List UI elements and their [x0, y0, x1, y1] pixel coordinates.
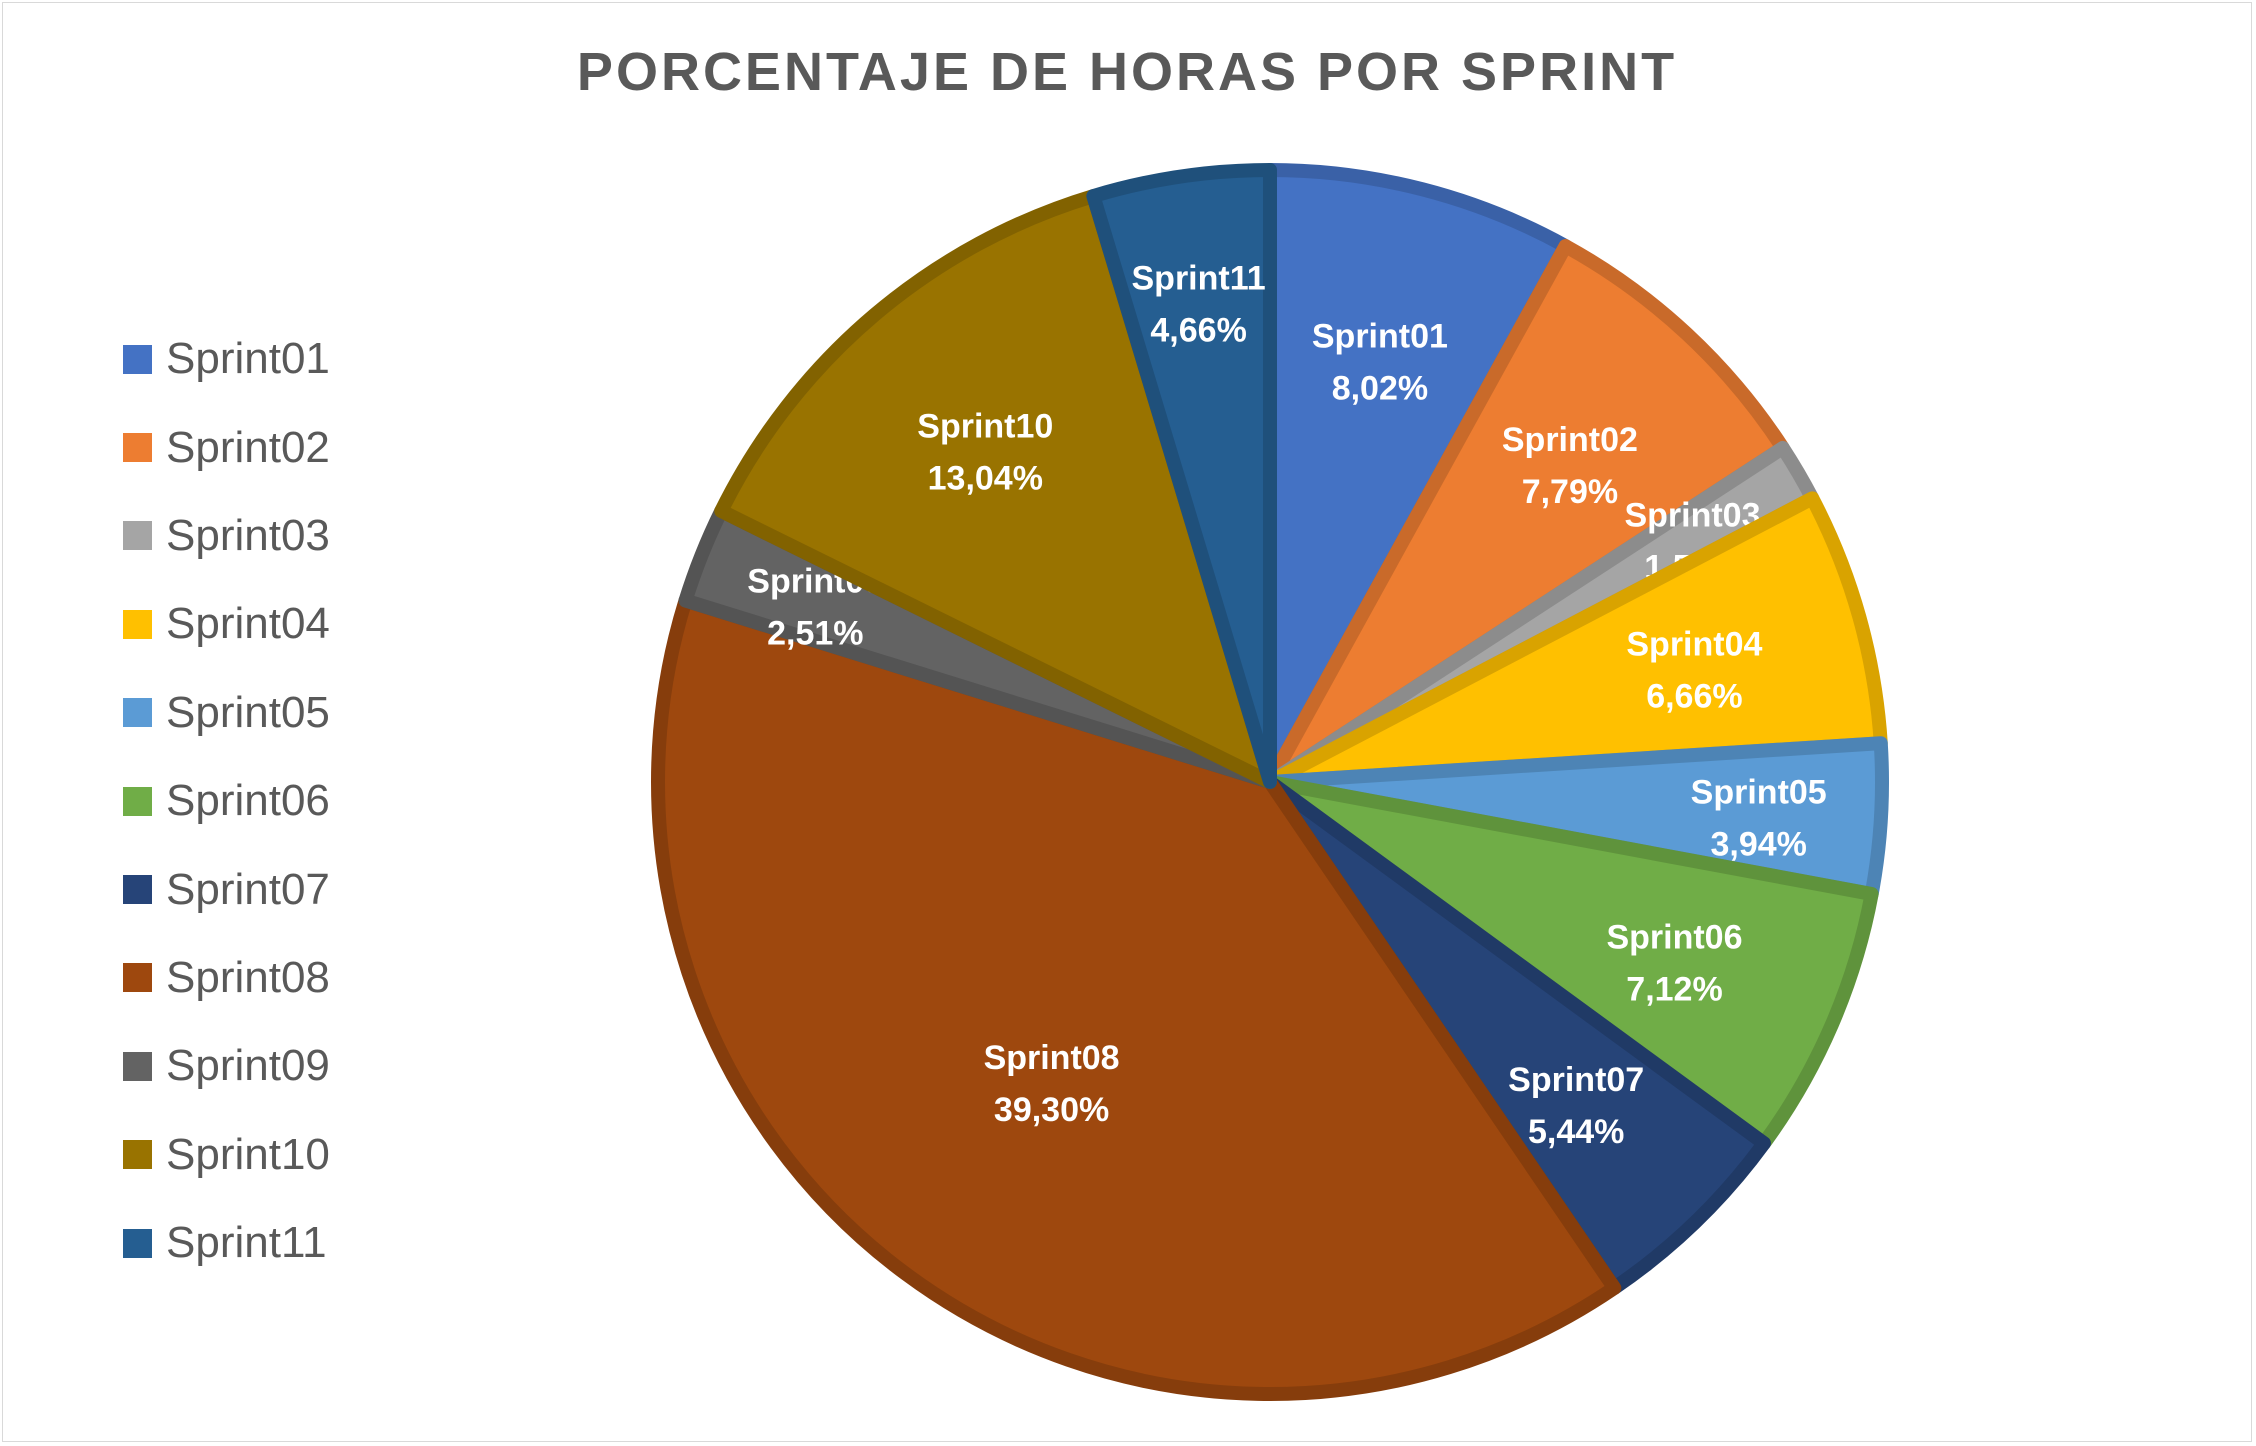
- pie-slice-sprint01: [1263, 163, 1573, 789]
- legend-swatch: [123, 1051, 152, 1081]
- legend-item-sprint11: Sprint11: [123, 1199, 330, 1287]
- legend-item-sprint06: Sprint06: [123, 757, 330, 845]
- slice-label-sprint07: Sprint07 5,44%: [1508, 1061, 1644, 1151]
- legend-swatch: [123, 963, 152, 993]
- legend-item-sprint10: Sprint10: [123, 1111, 330, 1199]
- legend-item-sprint09: Sprint09: [123, 1022, 330, 1110]
- slice-label-sprint06: Sprint06 7,12%: [1606, 919, 1742, 1009]
- slice-category-label: Sprint04: [1626, 625, 1762, 663]
- legend-swatch: [123, 609, 152, 639]
- slice-category-label: Sprint10: [917, 408, 1053, 446]
- legend-label: Sprint06: [166, 776, 330, 826]
- legend-label: Sprint04: [166, 599, 330, 649]
- slice-value-label: 7,79%: [1522, 473, 1618, 511]
- slice-category-label: Sprint05: [1691, 774, 1827, 812]
- legend-item-sprint01: Sprint01: [123, 315, 330, 403]
- slice-label-sprint11: Sprint11 4,66%: [1132, 260, 1266, 350]
- legend-swatch: [123, 698, 152, 728]
- slice-value-label: 7,12%: [1626, 971, 1722, 1009]
- legend-label: Sprint05: [166, 687, 330, 737]
- legend-item-sprint05: Sprint05: [123, 669, 330, 757]
- legend-swatch: [123, 875, 152, 905]
- slice-label-sprint05: Sprint05 3,94%: [1691, 774, 1827, 864]
- pie-slice-sprint11: [1086, 163, 1277, 789]
- slice-value-label: 4,66%: [1150, 312, 1246, 350]
- legend-item-sprint02: Sprint02: [123, 403, 330, 491]
- pie-slice-sprint04: [1263, 491, 1888, 789]
- legend-label: Sprint07: [166, 864, 330, 914]
- slice-category-label: Sprint02: [1502, 421, 1638, 459]
- legend-label: Sprint09: [166, 1041, 330, 1091]
- slice-value-label: 8,02%: [1332, 369, 1428, 407]
- legend-swatch: [123, 1140, 152, 1170]
- slice-value-label: 39,30%: [994, 1091, 1109, 1129]
- slice-label-sprint10: Sprint10 13,04%: [917, 408, 1053, 498]
- legend-label: Sprint03: [166, 510, 330, 560]
- legend-swatch: [123, 521, 152, 551]
- pie-slice-sprint02: [1263, 239, 1790, 789]
- legend-item-sprint03: Sprint03: [123, 492, 330, 580]
- slice-label-sprint01: Sprint01 8,02%: [1312, 317, 1448, 407]
- slice-label-sprint04: Sprint04 6,66%: [1626, 625, 1762, 715]
- slice-category-label: Sprint07: [1508, 1061, 1644, 1099]
- legend-swatch: [123, 786, 152, 816]
- slice-value-label: 6,66%: [1646, 677, 1742, 715]
- slice-value-label: 3,94%: [1710, 826, 1806, 864]
- legend-item-sprint08: Sprint08: [123, 934, 330, 1022]
- legend: Sprint01 Sprint02 Sprint03 Sprint04 Sprint05…: [123, 315, 330, 1287]
- slice-value-label: 13,04%: [928, 460, 1043, 498]
- chart-title: PORCENTAJE DE HORAS POR SPRINT: [576, 42, 1678, 102]
- slice-category-label: Sprint03: [1624, 497, 1760, 535]
- slice-value-label: 5,44%: [1528, 1113, 1624, 1151]
- slice-category-label: Sprint06: [1606, 919, 1742, 957]
- legend-label: Sprint01: [166, 334, 330, 384]
- pie-slice-sprint08: [651, 593, 1622, 1401]
- slice-category-label: Sprint08: [984, 1039, 1120, 1077]
- legend-label: Sprint10: [166, 1129, 330, 1179]
- slice-label-sprint08: Sprint08 39,30%: [984, 1039, 1120, 1129]
- legend-swatch: [123, 344, 152, 374]
- legend-label: Sprint11: [166, 1218, 327, 1268]
- legend-item-sprint04: Sprint04: [123, 580, 330, 668]
- pie-slice-sprint06: [1263, 775, 1879, 1151]
- legend-item-sprint07: Sprint07: [123, 845, 330, 933]
- pie-slice-sprint07: [1263, 775, 1771, 1295]
- legend-label: Sprint02: [166, 422, 330, 472]
- legend-label: Sprint08: [166, 952, 330, 1002]
- legend-swatch: [123, 433, 152, 463]
- slice-category-label: Sprint11: [1132, 260, 1266, 298]
- slice-label-sprint02: Sprint02 7,79%: [1502, 421, 1638, 511]
- slice-value-label: 2,51%: [767, 615, 863, 653]
- legend-swatch: [123, 1228, 152, 1258]
- slice-category-label: Sprint01: [1312, 317, 1448, 355]
